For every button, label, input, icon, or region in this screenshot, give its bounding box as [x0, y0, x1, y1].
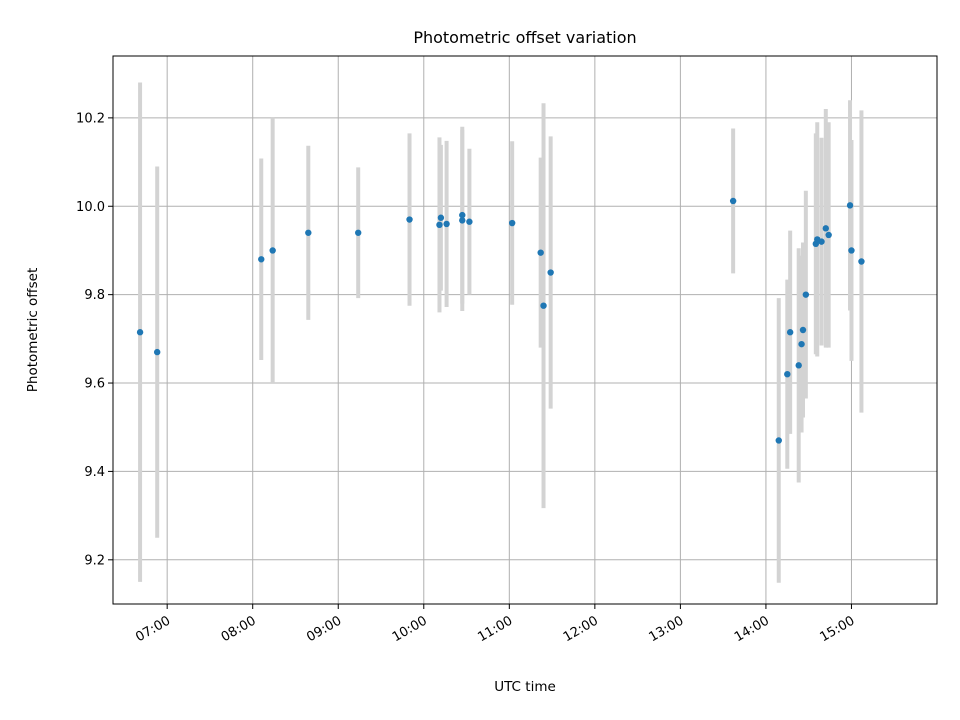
data-point — [305, 229, 312, 236]
data-point — [258, 256, 265, 263]
y-axis-ticks: 9.2 9.4 9.6 9.8 10.0 10.2 — [76, 111, 113, 568]
data-point — [846, 202, 854, 209]
y-tick-label: 9.2 — [84, 553, 105, 568]
data-point — [436, 221, 443, 229]
data-point — [459, 211, 466, 219]
y-tick-label: 9.6 — [84, 377, 105, 392]
plot-frame — [112, 55, 938, 605]
data-point — [784, 370, 791, 378]
data-point — [437, 214, 445, 221]
data-point — [406, 216, 413, 223]
y-axis-label: Photometric offset — [25, 268, 41, 392]
data-point — [799, 326, 807, 334]
data-points — [136, 197, 865, 444]
data-point — [537, 249, 544, 256]
y-tick-label: 10.0 — [76, 200, 105, 215]
y-tick-label: 10.2 — [76, 111, 105, 126]
chart-title: Photometric offset variation — [413, 28, 636, 47]
data-point — [825, 231, 832, 239]
data-point — [547, 269, 554, 276]
data-point — [848, 247, 855, 254]
data-point — [822, 225, 830, 232]
data-point — [798, 340, 805, 348]
y-tick-label: 9.8 — [84, 288, 105, 303]
y-tick-label: 9.4 — [84, 465, 105, 480]
data-point — [775, 437, 782, 444]
data-point — [818, 238, 825, 245]
data-point — [802, 291, 810, 298]
x-axis-label: UTC time — [494, 679, 556, 695]
data-point — [795, 362, 802, 369]
data-point — [443, 220, 450, 228]
data-point — [153, 348, 161, 356]
data-point — [355, 229, 362, 236]
data-point — [508, 219, 516, 227]
data-point — [136, 329, 144, 336]
data-point — [858, 258, 865, 265]
data-point — [269, 247, 276, 254]
data-point — [540, 302, 547, 309]
data-point — [786, 329, 794, 336]
data-point — [459, 217, 466, 224]
data-point — [729, 197, 737, 205]
data-point — [466, 218, 473, 225]
